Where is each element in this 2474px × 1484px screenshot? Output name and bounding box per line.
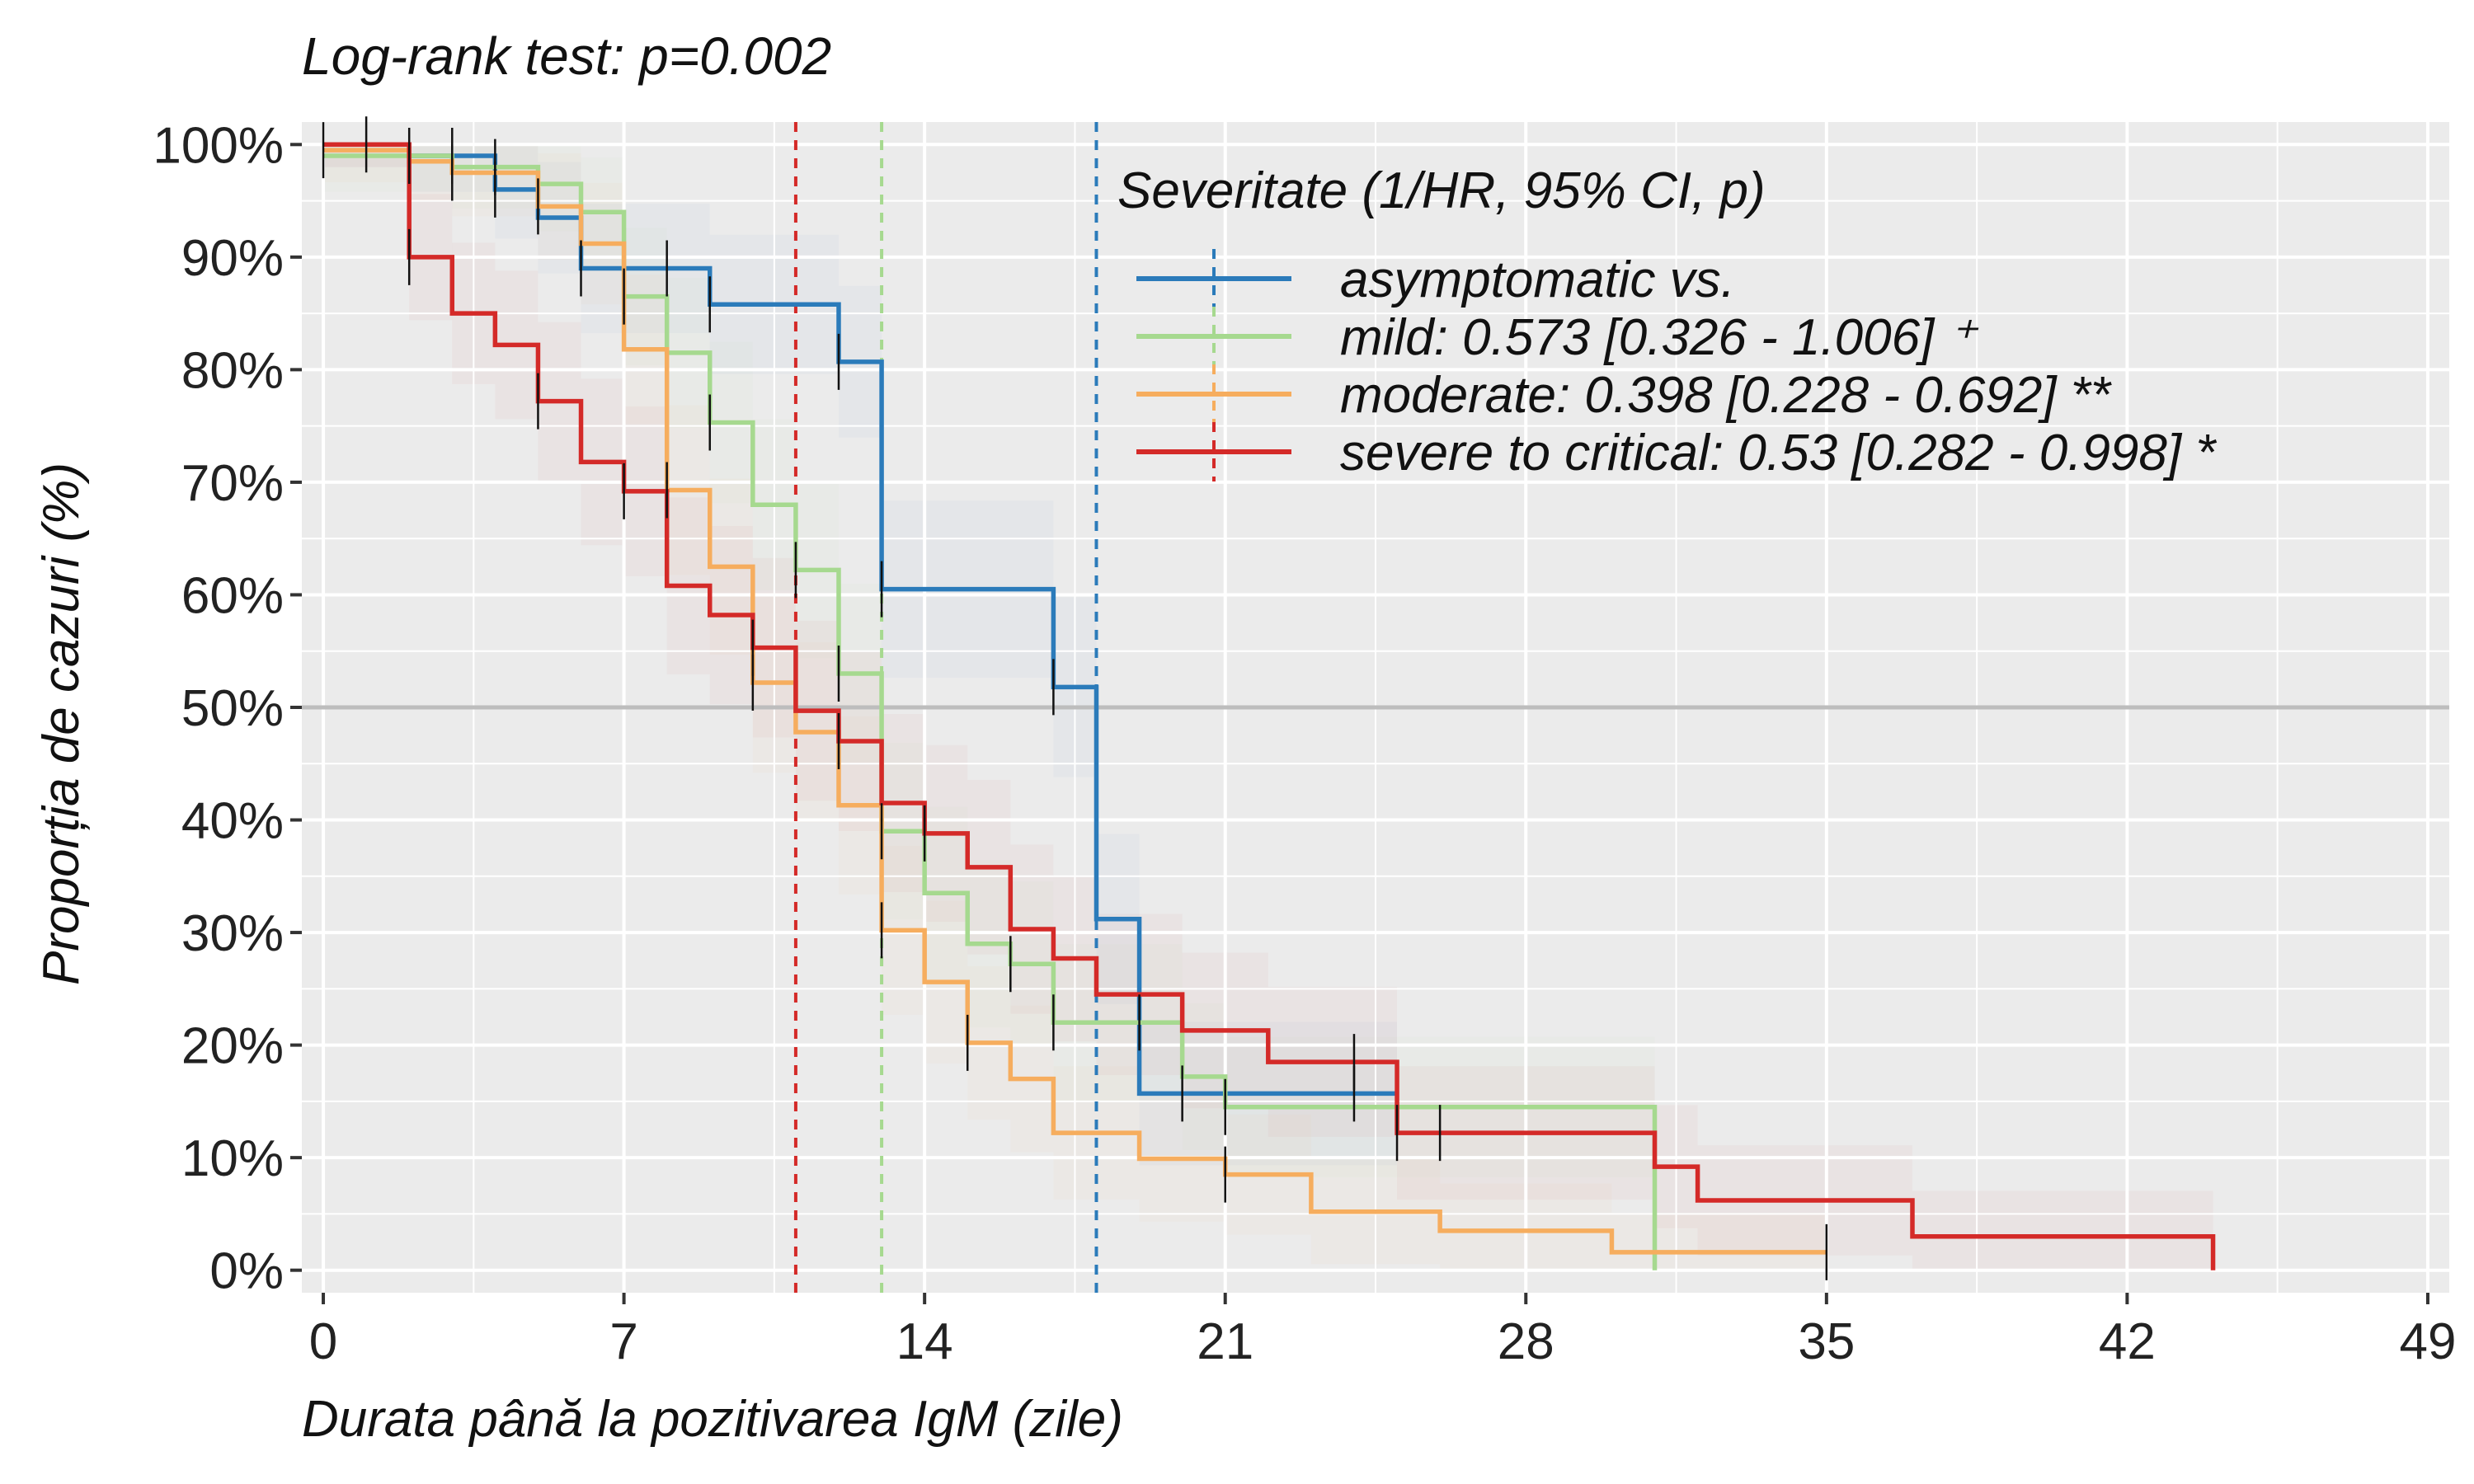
x-tick-label: 7 [609,1313,637,1370]
x-tick-label: 28 [1498,1313,1554,1370]
y-tick-label: 100% [153,117,284,174]
y-tick-label: 40% [181,793,284,850]
curve-moderate [323,148,1827,1255]
legend-title: Severitate (1/HR, 95% CI, p) [1117,162,1766,219]
axes: 0 7 14 21 28 35 42 49 0% 10% 20% 30% 40% 50% 60% 70% 80%… [153,117,2456,1370]
y-axis-label: Proporția de cazuri (%) [33,463,90,985]
legend: Severitate (1/HR, 95% CI, p) asymptomati… [1117,162,2217,481]
curve-mild [323,153,1658,1270]
x-tick-label: 49 [2399,1313,2456,1370]
x-tick-label: 21 [1197,1313,1253,1370]
x-tick-label: 35 [1798,1313,1855,1370]
y-tick-label: 10% [181,1130,284,1187]
y-tick-label: 90% [181,230,284,287]
y-tick-label: 70% [181,455,284,512]
ci-band-moderate [409,144,452,200]
legend-entry-0: asymptomatic vs. [1340,251,1735,308]
censor-marks [322,116,1828,1280]
legend-keys [1136,249,1291,481]
x-axis-label: Durata până la pozitivarea IgM (zile) [302,1391,1123,1448]
y-tick-label: 20% [181,1018,284,1075]
y-tick-label: 60% [181,567,284,624]
legend-entry-2: moderate: 0.398 [0.228 - 0.692] ** [1340,367,2112,424]
x-tick-label: 14 [896,1313,953,1370]
y-tick-label: 0% [209,1243,284,1300]
ci-band-severe-to-critical [1912,1190,2213,1270]
legend-entry-1: mild: 0.573 [0.326 - 1.006] ⁺ [1340,309,1979,366]
legend-entry-3: severe to critical: 0.53 [0.282 - 0.998]… [1340,425,2217,481]
y-tick-label: 30% [181,905,284,962]
y-tick-label: 80% [181,342,284,399]
y-tick-label: 50% [181,680,284,737]
chart-subtitle: Log-rank test: p=0.002 [302,26,831,86]
x-tick-label: 42 [2099,1313,2156,1370]
x-tick-label: 0 [309,1313,337,1370]
